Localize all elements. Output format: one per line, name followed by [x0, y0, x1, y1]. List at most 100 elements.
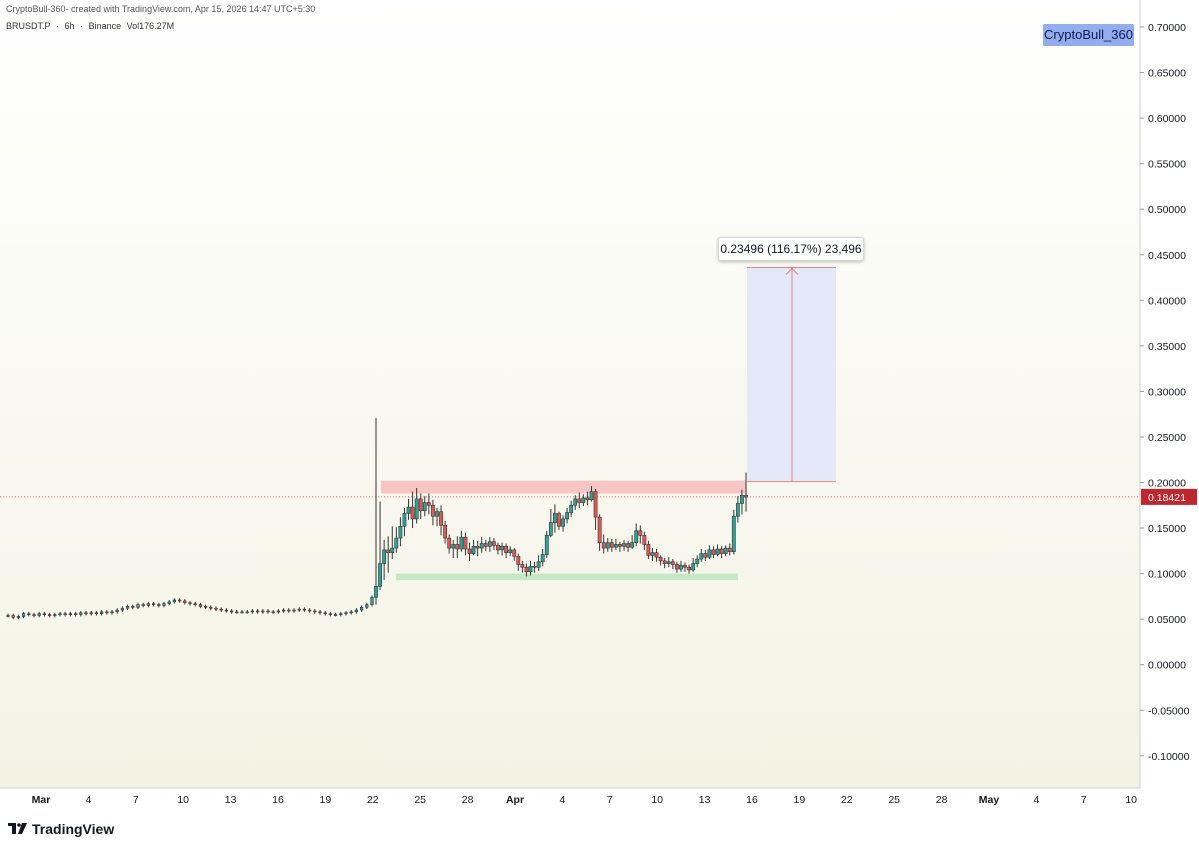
separator: ·: [80, 21, 84, 31]
candle: [374, 417, 378, 605]
candle: [63, 611, 67, 617]
candle: [6, 613, 10, 618]
candle: [565, 508, 569, 524]
symbol-name[interactable]: BRUSDT.P: [6, 21, 51, 31]
x-tick-label: 4: [1033, 794, 1039, 806]
separator: ·: [56, 21, 60, 31]
candle: [658, 555, 663, 566]
current-price-label: 0.18421: [1148, 492, 1186, 504]
candle: [209, 605, 213, 611]
interval[interactable]: 6h: [64, 21, 75, 31]
candle: [11, 613, 15, 620]
y-tick-label: 0.05000: [1148, 614, 1186, 626]
tradingview-logo[interactable]: TradingView: [8, 820, 114, 838]
candle: [467, 542, 472, 561]
price-axis[interactable]: 0.70000 0.65000 0.60000 0.55000 0.50000 0.450…: [1140, 22, 1197, 763]
candle: [605, 538, 610, 552]
x-tick-label: May: [979, 794, 1000, 806]
candle: [349, 610, 353, 615]
candle: [58, 611, 62, 617]
candle: [84, 610, 88, 616]
symbol-info: BRUSDT.P · 6h · Binance Vol176.27M: [6, 21, 177, 31]
candle: [740, 489, 744, 515]
candle: [344, 610, 348, 616]
candle: [727, 543, 732, 556]
candle: [622, 539, 626, 551]
candle: [532, 561, 537, 573]
candle: [266, 609, 270, 614]
time-axis[interactable]: Mar 4 7 10 13 16 19 22 25 28 Apr 4 7 10 13 16 19 22 25 28 Ma…: [32, 794, 1138, 806]
y-tick-label: -0.05000: [1148, 705, 1190, 717]
candle: [354, 608, 359, 614]
candle: [292, 608, 296, 613]
x-tick-label: 16: [746, 794, 758, 806]
support-zone[interactable]: [396, 573, 738, 581]
candle: [699, 549, 704, 562]
y-tick-label: 0.30000: [1148, 386, 1186, 398]
candle: [261, 609, 265, 614]
resistance-zone[interactable]: [381, 480, 746, 494]
candle: [589, 486, 594, 502]
candle: [370, 595, 374, 607]
x-tick-label: 25: [888, 794, 900, 806]
candle: [613, 538, 618, 550]
candle: [287, 608, 291, 613]
y-tick-label: 0.40000: [1148, 295, 1186, 307]
plot-area[interactable]: [0, 0, 1140, 788]
candle: [487, 537, 492, 552]
candle: [593, 488, 598, 530]
x-tick-label: 10: [1125, 794, 1137, 806]
candle: [528, 560, 533, 576]
candle: [662, 558, 667, 569]
candle: [679, 560, 683, 572]
candle: [183, 599, 187, 605]
candle: [601, 534, 606, 554]
candle: [313, 609, 317, 614]
x-tick-label: 22: [367, 794, 379, 806]
candle: [585, 491, 590, 506]
candle: [126, 604, 130, 611]
candle: [276, 609, 281, 614]
candle: [245, 610, 249, 614]
tradingview-icon: [8, 823, 27, 834]
candle: [711, 546, 716, 559]
candle: [447, 534, 452, 554]
y-tick-label: 0.60000: [1148, 113, 1186, 125]
candle: [512, 548, 517, 561]
candle: [224, 608, 229, 613]
x-tick-label: 28: [462, 794, 474, 806]
x-tick-label: Apr: [506, 794, 524, 806]
candle: [219, 607, 223, 612]
chart-caption: CryptoBull-360- created with TradingView…: [6, 4, 316, 14]
candle: [167, 600, 171, 606]
candle: [471, 539, 476, 556]
x-tick-label: 4: [559, 794, 565, 806]
candle: [731, 509, 736, 555]
candle: [707, 545, 712, 560]
candle: [557, 511, 561, 530]
candle: [422, 496, 427, 517]
x-tick-label: 7: [133, 794, 139, 806]
candle: [235, 610, 239, 614]
candle: [646, 540, 651, 560]
candle: [410, 491, 415, 529]
candle: [492, 538, 496, 550]
candle: [561, 515, 565, 532]
candle: [198, 602, 203, 609]
y-tick-label: 0.50000: [1148, 204, 1186, 216]
candle: [666, 557, 671, 568]
y-tick-label: 0.00000: [1148, 660, 1186, 672]
x-tick-label: 10: [651, 794, 663, 806]
candle: [390, 526, 395, 560]
candle: [670, 559, 675, 570]
candle: [650, 548, 655, 561]
candle: [79, 610, 83, 617]
candle: [455, 536, 460, 559]
candle: [687, 564, 691, 574]
x-tick-label: 7: [607, 794, 613, 806]
candle: [479, 537, 484, 553]
x-tick-label: Mar: [32, 794, 51, 806]
y-tick-label: 0.15000: [1148, 523, 1186, 535]
candle: [333, 612, 338, 617]
